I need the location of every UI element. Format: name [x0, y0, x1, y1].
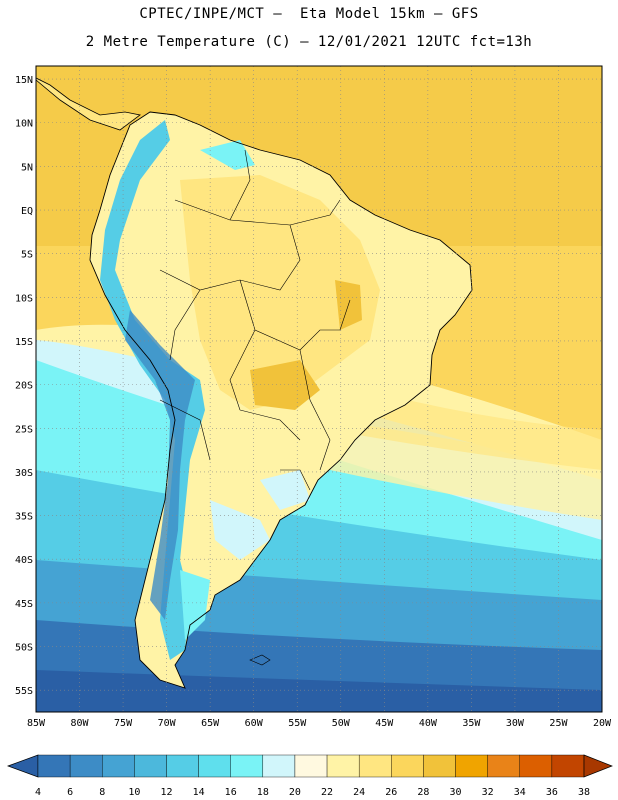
- lon-tick-label: 80W: [71, 718, 90, 729]
- map-field: [36, 66, 602, 712]
- lon-tick-label: 85W: [27, 718, 46, 729]
- lat-tick-label: 55S: [15, 686, 33, 697]
- lon-tick-label: 50W: [332, 718, 351, 729]
- colorbar-segment: [455, 754, 488, 778]
- lat-tick-label: 30S: [15, 468, 33, 479]
- lat-tick-label: 45S: [15, 599, 33, 610]
- colorbar-segment: [166, 754, 199, 778]
- colorbar-segment: [358, 754, 392, 778]
- colorbar-tick-label: 34: [514, 787, 526, 798]
- colorbar-tick-label: 24: [353, 787, 365, 798]
- lon-tick-label: 55W: [288, 718, 307, 729]
- longitude-labels: 85W 80W 75W 70W 65W 60W 55W 50W 45W 40W 35W 30W 25W 2…: [27, 718, 612, 729]
- chart-subtitle: 2 Metre Temperature (C) – 12/01/2021 12U…: [85, 34, 533, 50]
- colorbar-segment: [230, 754, 264, 778]
- lat-tick-label: 5N: [21, 162, 33, 173]
- colorbar-segment: [551, 754, 585, 778]
- colorbar-tick-label: 18: [257, 787, 269, 798]
- lat-tick-label: 10N: [15, 119, 33, 130]
- colorbar-segment: [423, 754, 456, 778]
- colorbar-tick-label: 22: [321, 787, 333, 798]
- colorbar-tick-label: 4: [35, 787, 41, 798]
- lon-tick-label: 25W: [549, 718, 568, 729]
- lon-tick-label: 75W: [114, 718, 133, 729]
- colorbar-tick-label: 14: [193, 787, 205, 798]
- colorbar-tick-label: 8: [99, 787, 105, 798]
- colorbar-tick-label: 20: [289, 787, 301, 798]
- colorbar-tick-label: 6: [67, 787, 73, 798]
- colorbar-tick-label: 38: [578, 787, 590, 798]
- latitude-labels: 15N 10N 5N EQ 5S 10S 15S 20S 25S 30S 35S 40S 45S 50S 5…: [15, 75, 33, 697]
- colorbar-tick-label: 26: [385, 787, 397, 798]
- lat-tick-label: EQ: [21, 206, 33, 217]
- colorbar-segment: [198, 754, 231, 778]
- lat-tick-label: 15S: [15, 337, 33, 348]
- colorbar-arrow-low: [6, 754, 39, 778]
- colorbar: 4 6 8 10 12 14 16 18 20 22 24 26 28 30 32 34 36 38: [6, 754, 613, 798]
- colorbar-tick-label: 12: [160, 787, 172, 798]
- colorbar-segment: [326, 754, 360, 778]
- lat-tick-label: 50S: [15, 643, 33, 654]
- lat-tick-label: 5S: [21, 250, 33, 261]
- colorbar-segment: [519, 754, 553, 778]
- colorbar-tick-label: 10: [128, 787, 140, 798]
- colorbar-segment: [37, 754, 71, 778]
- lon-tick-label: 70W: [158, 718, 177, 729]
- colorbar-segment: [69, 754, 103, 778]
- lon-tick-label: 35W: [462, 718, 481, 729]
- lat-tick-label: 10S: [15, 293, 33, 304]
- chart-title: CPTEC/INPE/MCT – Eta Model 15km – GFS: [139, 6, 479, 22]
- colorbar-tick-label: 28: [417, 787, 429, 798]
- lat-tick-label: 15N: [15, 75, 33, 86]
- colorbar-segment: [134, 754, 167, 778]
- colorbar-segment: [102, 754, 135, 778]
- colorbar-segment: [294, 754, 328, 778]
- lon-tick-label: 60W: [245, 718, 264, 729]
- lat-tick-label: 35S: [15, 512, 33, 523]
- colorbar-tick-label: 32: [482, 787, 494, 798]
- colorbar-tick-label: 30: [450, 787, 462, 798]
- colorbar-segment: [487, 754, 520, 778]
- colorbar-arrow-high: [583, 754, 613, 778]
- colorbar-segment: [391, 754, 424, 778]
- lon-tick-label: 65W: [201, 718, 220, 729]
- lon-tick-label: 30W: [506, 718, 525, 729]
- lon-tick-label: 40W: [419, 718, 438, 729]
- lat-tick-label: 40S: [15, 555, 33, 566]
- lon-tick-label: 20W: [593, 718, 612, 729]
- lat-tick-label: 20S: [15, 381, 33, 392]
- colorbar-segment: [262, 754, 296, 778]
- lon-tick-label: 45W: [375, 718, 394, 729]
- lat-tick-label: 25S: [15, 424, 33, 435]
- colorbar-tick-label: 16: [225, 787, 237, 798]
- colorbar-tick-label: 36: [546, 787, 558, 798]
